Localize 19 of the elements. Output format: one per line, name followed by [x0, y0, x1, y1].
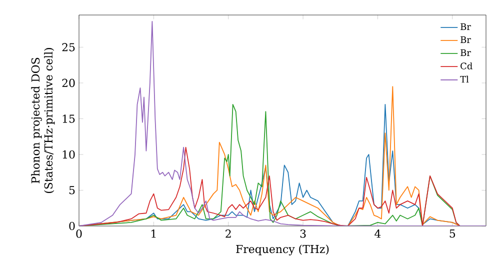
x-tick-label: 2: [226, 230, 231, 238]
x-tick-label: 5: [450, 230, 456, 238]
y-axis-title: Phonon projected DOS (States/THz·primitive cell): [31, 48, 55, 193]
y-tick-label: 15: [62, 114, 75, 123]
y-tick-label: 0: [69, 222, 75, 230]
legend-label: Br: [460, 49, 471, 56]
x-tick-label: 0: [76, 230, 82, 238]
x-tick-label: 3: [300, 230, 306, 238]
legend-label: Br: [460, 36, 471, 43]
y-tick-label: 25: [62, 43, 75, 52]
x-axis-title: Frequency (THz): [236, 244, 329, 256]
legend-label: Cd: [460, 62, 472, 70]
legend-label: Br: [460, 23, 471, 30]
y-tick-label: 20: [62, 78, 75, 88]
legend-label: Tl: [460, 76, 469, 83]
x-tick-label: 4: [374, 230, 381, 238]
x-tick-label: 1: [152, 230, 156, 238]
y-tick-label: 5: [69, 186, 75, 194]
y-tick-label: 10: [62, 150, 75, 159]
